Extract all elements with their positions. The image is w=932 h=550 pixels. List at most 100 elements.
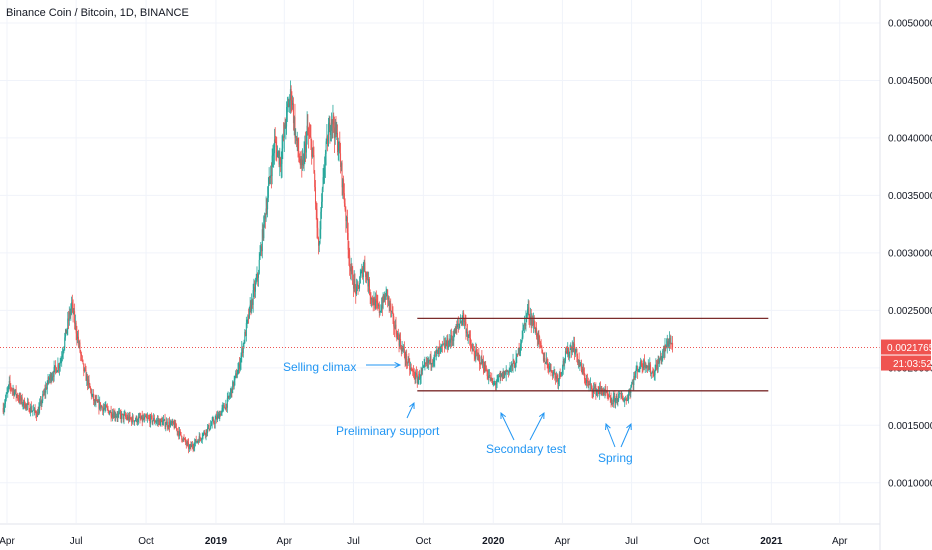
candle-body (261, 229, 263, 252)
candle-body (543, 357, 545, 361)
candle-body (252, 290, 254, 305)
candle-body (360, 271, 362, 276)
candle-body (455, 326, 457, 334)
candle-body (552, 372, 554, 377)
candle-body (50, 374, 52, 381)
candle-body (618, 393, 620, 395)
candle-body (257, 273, 259, 278)
candle-body (218, 413, 220, 419)
candle-body (110, 410, 112, 417)
candle-body (518, 348, 520, 354)
candle-body (324, 165, 326, 176)
candle-body (279, 157, 281, 165)
candle-body (340, 153, 342, 167)
candle-body (177, 431, 179, 433)
candle-body (293, 117, 295, 124)
candle-body (453, 336, 455, 341)
annotation-arrow-secondary-test-2 (529, 412, 545, 441)
candle-body (43, 391, 45, 395)
candle-body (432, 361, 434, 364)
candle-body (525, 314, 527, 326)
candle-body (316, 208, 318, 228)
candle-body (416, 374, 418, 384)
candle-body (10, 385, 12, 389)
candle-body (429, 355, 431, 362)
candle-body (284, 124, 286, 129)
candle-body (367, 279, 369, 287)
candle-body (435, 351, 437, 353)
candle-body (425, 363, 427, 364)
candle-body (431, 363, 433, 365)
candle-body (183, 437, 185, 439)
candle-body (203, 431, 205, 434)
candle-body (137, 417, 139, 422)
candle-body (343, 179, 345, 194)
candle-body (172, 421, 174, 424)
candle-body (280, 163, 282, 167)
candle-body (215, 416, 217, 420)
candle-body (185, 442, 187, 445)
x-tick-label: 2021 (760, 536, 783, 547)
candle-body (510, 366, 512, 369)
candle-body (167, 426, 169, 428)
candle-body (497, 376, 499, 382)
candle-body (406, 362, 408, 364)
candle-body (623, 400, 625, 402)
candle-body (156, 420, 158, 422)
candle-body (579, 364, 581, 366)
candle-body (346, 216, 348, 234)
candle-body (364, 262, 366, 272)
candle-body (179, 430, 181, 432)
candle-body (473, 351, 475, 356)
candle-body (520, 340, 522, 344)
candle-body (478, 354, 480, 357)
candle-body (668, 343, 670, 347)
candle-body (6, 391, 8, 394)
candle-body (308, 135, 310, 137)
candle-body (304, 143, 306, 151)
candle-body (634, 376, 636, 378)
candle-body (469, 338, 471, 345)
candle-body (229, 395, 231, 397)
candle-body (146, 417, 148, 419)
candle-body (139, 416, 141, 419)
candle-body (291, 100, 293, 105)
candle-body (298, 150, 300, 157)
candle-body (498, 375, 500, 377)
candle-body (617, 400, 619, 402)
candle-body (407, 358, 409, 364)
candle-body (669, 338, 671, 344)
candle-body (220, 411, 222, 416)
candle-body (349, 267, 351, 272)
candle-body (374, 298, 376, 309)
candle-body (26, 404, 28, 405)
candle-body (306, 125, 308, 136)
candle-body (197, 440, 199, 443)
candle-body (68, 312, 70, 321)
candle-body (555, 374, 557, 379)
annotation-spring: Spring (598, 451, 633, 465)
candle-body (92, 394, 94, 395)
candle-body (487, 376, 489, 378)
candle-body (36, 414, 38, 417)
candle-body (628, 391, 630, 394)
x-tick-label: Jul (625, 536, 638, 547)
candle-body (450, 335, 452, 340)
candle-body (278, 151, 280, 165)
candle-body (88, 379, 90, 384)
candle-body (381, 305, 383, 308)
candle-body (48, 377, 50, 380)
candle-body (232, 381, 234, 394)
candle-body (377, 302, 379, 307)
candle-body (165, 424, 167, 427)
candle-body (633, 376, 635, 385)
candle-body (260, 246, 262, 254)
candle-body (15, 389, 17, 396)
candle-body (663, 348, 665, 353)
candle-body (586, 380, 588, 383)
candle-body (96, 400, 98, 403)
candle-body (444, 342, 446, 348)
annotation-arrow-spring-1-head (605, 422, 611, 431)
candle-body (334, 121, 336, 139)
